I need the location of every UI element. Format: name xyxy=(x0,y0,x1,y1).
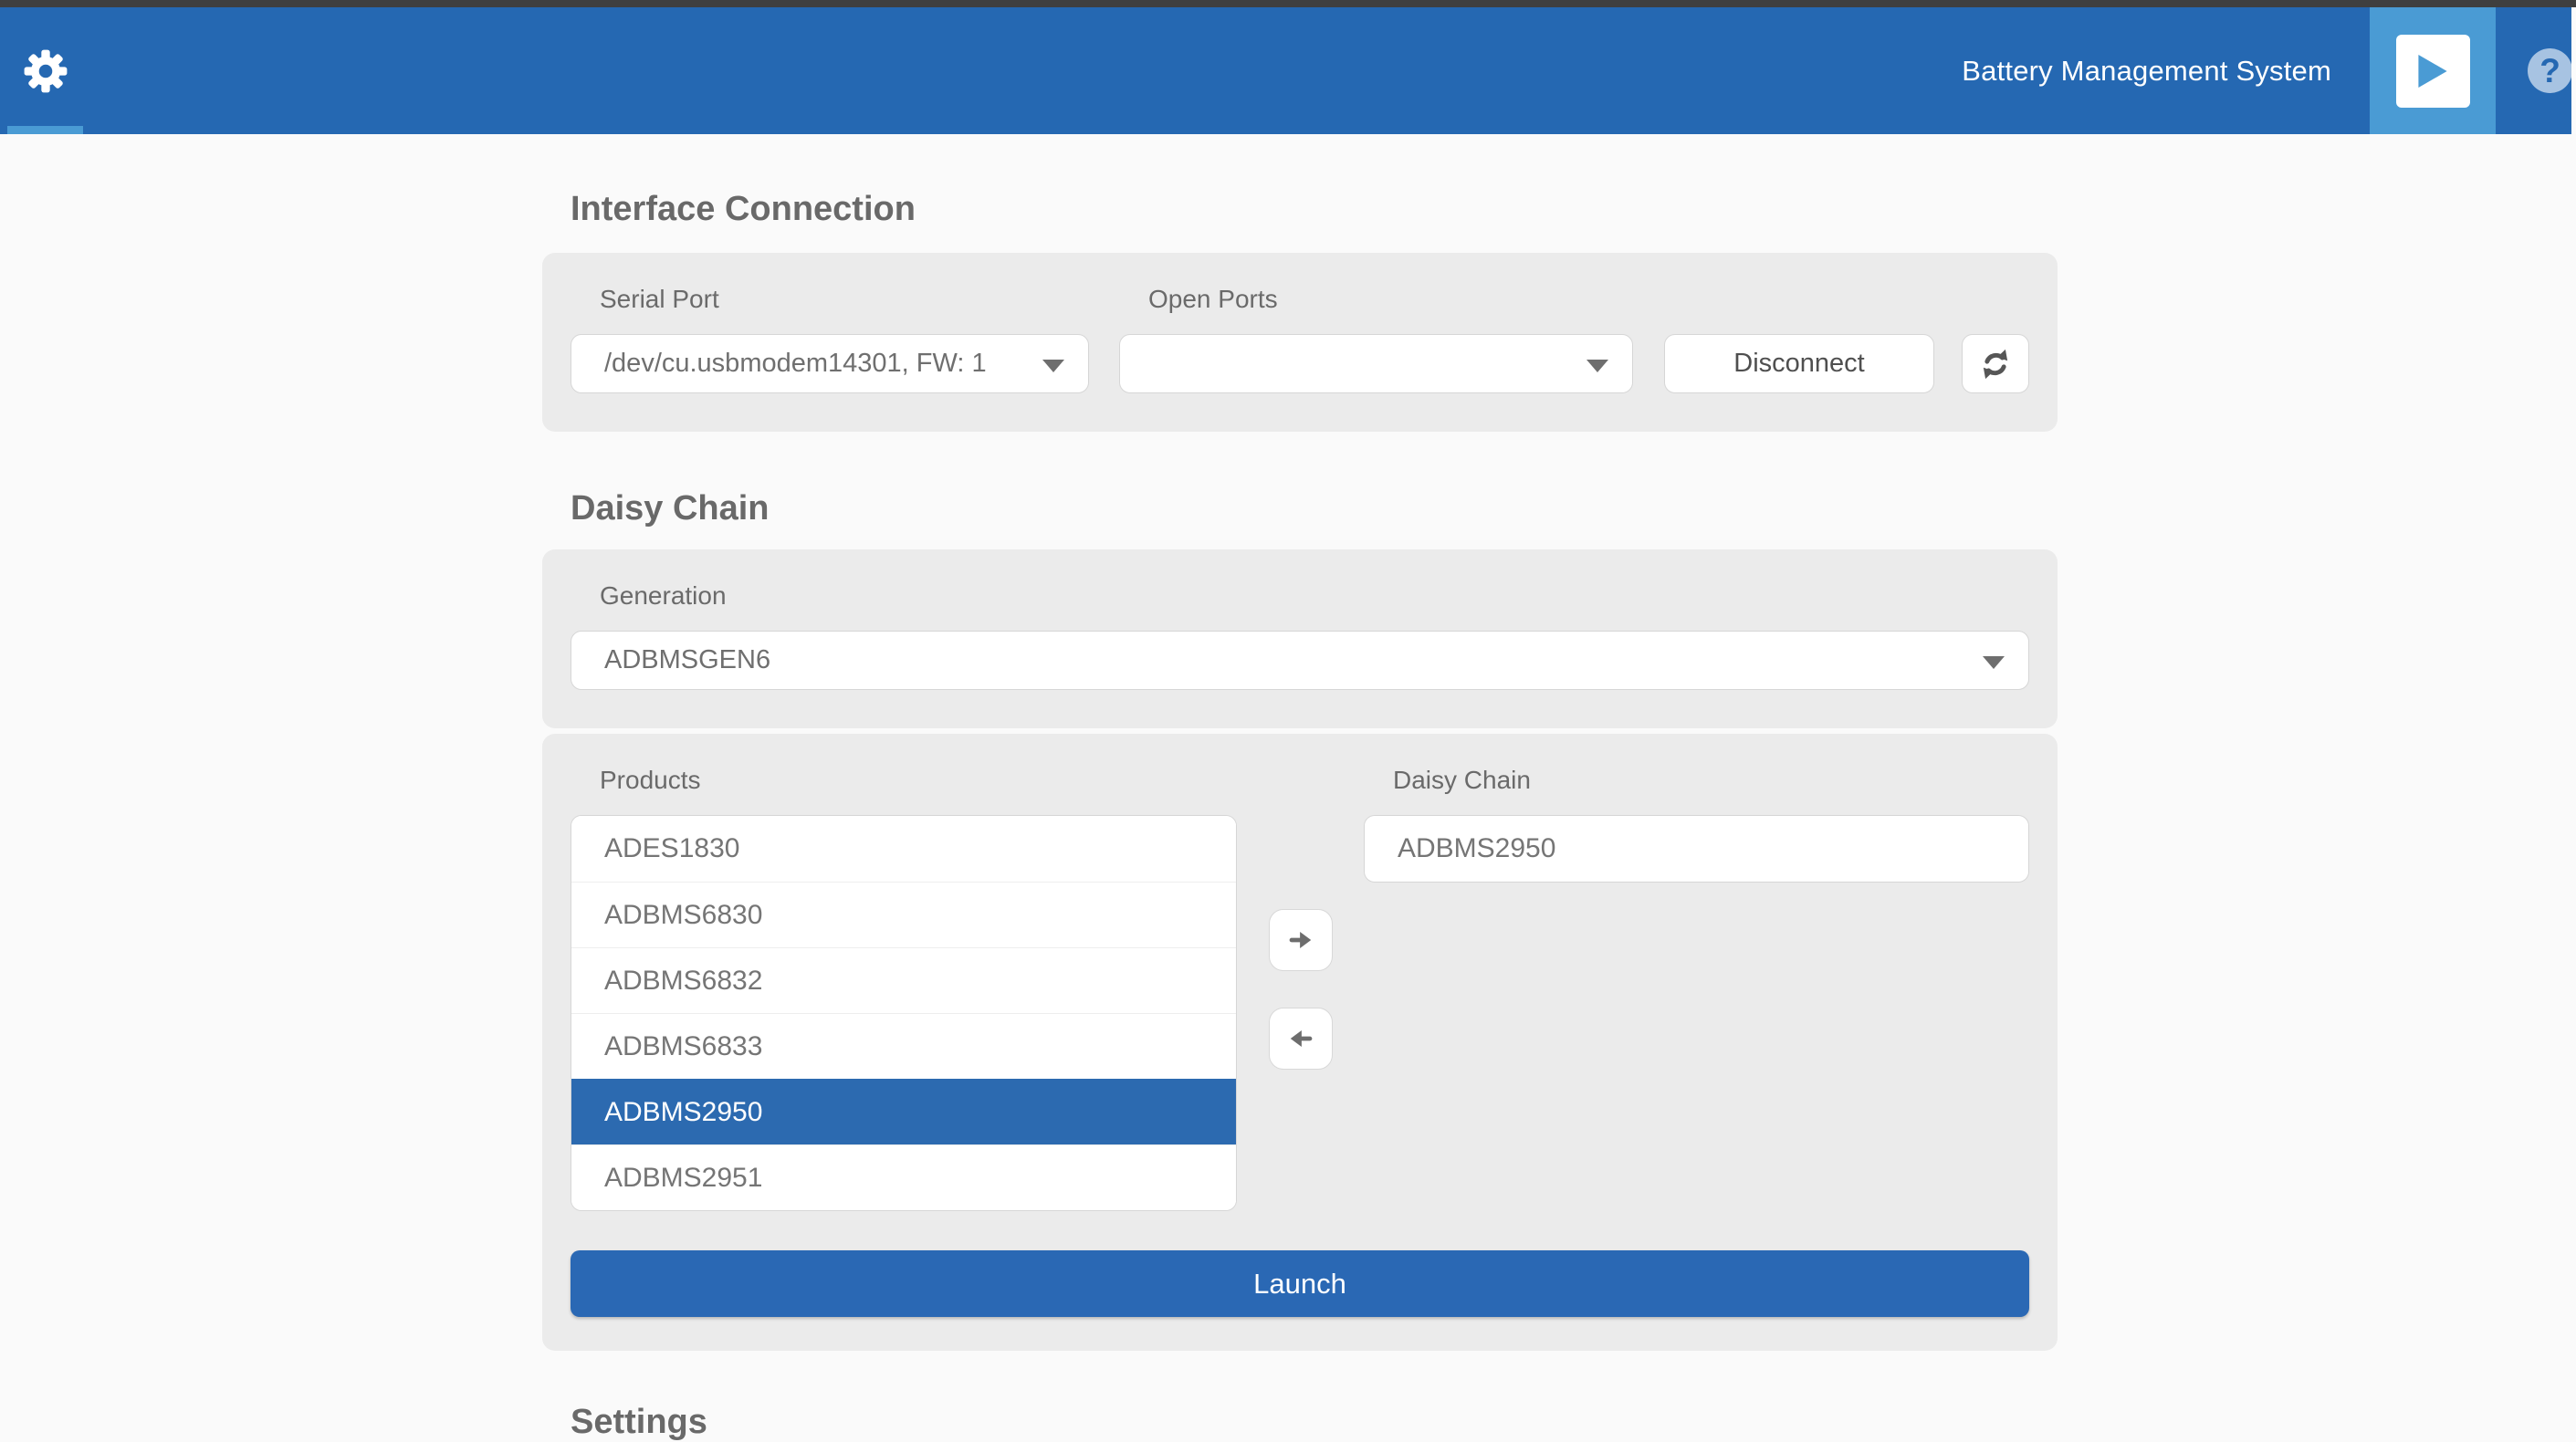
settings-menu-button[interactable] xyxy=(7,7,83,134)
generation-card: Generation ADBMSGEN6 xyxy=(542,549,2058,728)
launch-button[interactable]: Launch xyxy=(571,1250,2029,1317)
generation-label: Generation xyxy=(600,581,727,610)
move-right-button[interactable] xyxy=(1268,909,1333,971)
app-title: Battery Management System xyxy=(1962,54,2331,87)
product-option[interactable]: ADBMS6833 xyxy=(571,1013,1236,1079)
serial-port-label: Serial Port xyxy=(600,285,719,313)
run-button[interactable] xyxy=(2370,7,2496,134)
question-icon: ? xyxy=(2539,51,2560,89)
open-ports-select[interactable] xyxy=(1119,334,1633,393)
product-option-selected[interactable]: ADBMS2950 xyxy=(571,1079,1236,1144)
move-left-button[interactable] xyxy=(1268,1008,1333,1070)
open-ports-label: Open Ports xyxy=(1148,285,1278,313)
daisy-chain-card: Products ADES1830 ADBMS6830 ADBMS6832 AD… xyxy=(542,734,2058,1351)
chevron-down-icon xyxy=(1983,655,2005,669)
product-option[interactable]: ADBMS2951 xyxy=(571,1144,1236,1210)
help-button[interactable]: ? xyxy=(2528,48,2572,93)
product-option[interactable]: ADES1830 xyxy=(571,816,1236,882)
scrollbar-track xyxy=(2571,7,2576,134)
daisy-chain-heading: Daisy Chain xyxy=(571,489,770,528)
chain-item[interactable]: ADBMS2950 xyxy=(1365,816,2028,882)
chevron-down-icon xyxy=(1586,359,1608,372)
products-listbox: ADES1830 ADBMS6830 ADBMS6832 ADBMS6833 A… xyxy=(571,815,1237,1211)
refresh-icon xyxy=(1983,349,2008,379)
refresh-button[interactable] xyxy=(1962,334,2029,393)
settings-heading: Settings xyxy=(571,1403,707,1441)
disconnect-button[interactable]: Disconnect xyxy=(1664,334,1934,393)
app-header: Battery Management System ? xyxy=(0,7,2576,134)
generation-value: ADBMSGEN6 xyxy=(604,645,771,674)
active-tab-indicator xyxy=(7,126,83,134)
interface-connection-card: Serial Port /dev/cu.usbmodem14301, FW: 1… xyxy=(542,253,2058,432)
generation-select[interactable]: ADBMSGEN6 xyxy=(571,631,2029,690)
serial-port-value: /dev/cu.usbmodem14301, FW: 1 xyxy=(604,349,987,378)
main-content: Interface Connection Serial Port /dev/cu… xyxy=(542,189,2058,1442)
gear-icon xyxy=(24,49,67,92)
serial-port-select[interactable]: /dev/cu.usbmodem14301, FW: 1 xyxy=(571,334,1089,393)
arrow-left-icon xyxy=(1290,1030,1312,1047)
chevron-down-icon xyxy=(1042,359,1064,372)
interface-connection-heading: Interface Connection xyxy=(571,190,916,228)
arrow-right-icon xyxy=(1289,932,1311,948)
daisy-chain-listbox: ADBMS2950 xyxy=(1364,815,2029,883)
products-label: Products xyxy=(600,766,701,794)
window-top-strip xyxy=(0,0,2576,7)
play-icon xyxy=(2395,34,2470,108)
product-option[interactable]: ADBMS6830 xyxy=(571,882,1236,947)
daisy-chain-list-label: Daisy Chain xyxy=(1393,766,1531,794)
product-option[interactable]: ADBMS6832 xyxy=(571,947,1236,1013)
